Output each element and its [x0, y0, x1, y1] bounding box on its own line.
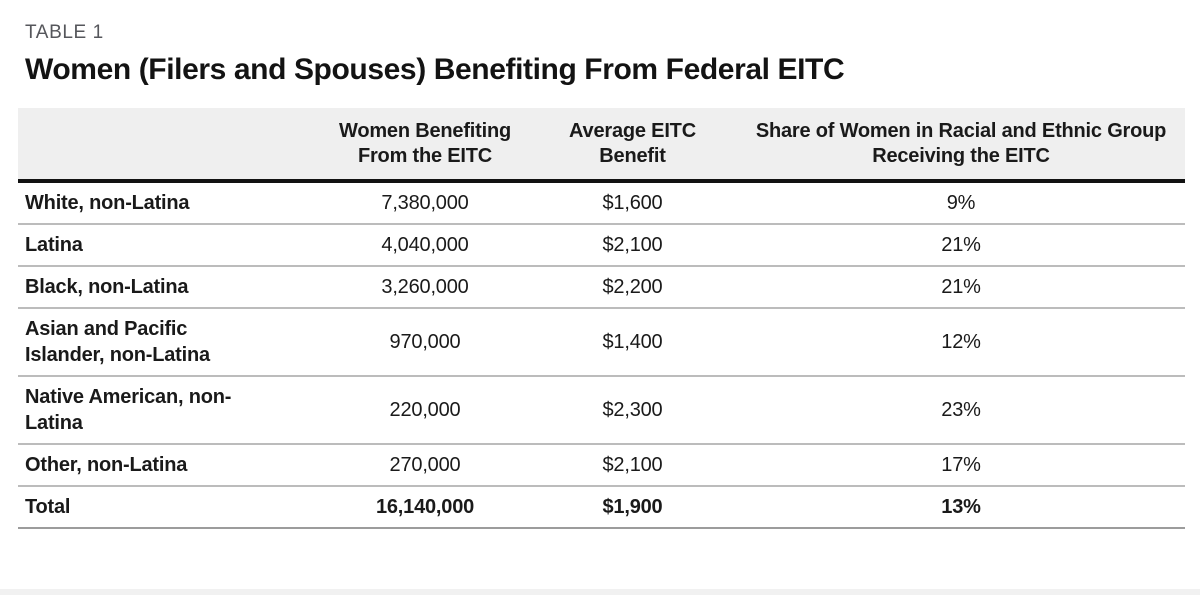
cell-share-receiving: 17% — [737, 444, 1185, 487]
table-row: Asian and Pacific Islander, non-Latina 9… — [18, 308, 1185, 377]
cell-women-benefiting: 3,260,000 — [322, 266, 528, 309]
page-container: TABLE 1 Women (Filers and Spouses) Benef… — [18, 22, 1185, 529]
cell-women-benefiting: 4,040,000 — [322, 224, 528, 267]
row-label: Asian and Pacific Islander, non-Latina — [18, 308, 322, 377]
next-section-divider — [0, 589, 1200, 595]
cell-average-benefit: $1,400 — [528, 308, 737, 377]
cell-women-benefiting: 7,380,000 — [322, 181, 528, 225]
cell-share-receiving: 12% — [737, 308, 1185, 377]
table-row: Other, non-Latina 270,000 $2,100 17% — [18, 444, 1185, 487]
cell-women-benefiting: 270,000 — [322, 444, 528, 487]
cell-share-receiving: 9% — [737, 181, 1185, 225]
table-header-row: Women Benefiting From the EITC Average E… — [18, 108, 1185, 183]
table-number-label: TABLE 1 — [25, 22, 104, 43]
cell-share-receiving: 23% — [737, 376, 1185, 445]
page-title: Women (Filers and Spouses) Benefiting Fr… — [25, 53, 845, 86]
column-header-women-benefiting: Women Benefiting From the EITC — [322, 108, 528, 183]
column-header-share-receiving: Share of Women in Racial and Ethnic Grou… — [737, 108, 1185, 183]
row-label: White, non-Latina — [18, 181, 322, 225]
row-label-total: Total — [18, 486, 322, 529]
table-total-row: Total 16,140,000 $1,900 13% — [18, 486, 1185, 529]
table-row: White, non-Latina 7,380,000 $1,600 9% — [18, 181, 1185, 225]
table-row: Native American, non- Latina 220,000 $2,… — [18, 376, 1185, 445]
row-label: Native American, non- Latina — [18, 376, 322, 445]
cell-average-benefit: $2,300 — [528, 376, 737, 445]
table-row: Latina 4,040,000 $2,100 21% — [18, 224, 1185, 267]
row-label: Black, non-Latina — [18, 266, 322, 309]
column-header-average-benefit: Average EITC Benefit — [528, 108, 737, 183]
cell-total-average-benefit: $1,900 — [528, 486, 737, 529]
cell-average-benefit: $2,100 — [528, 444, 737, 487]
cell-total-share-receiving: 13% — [737, 486, 1185, 529]
cell-average-benefit: $1,600 — [528, 181, 737, 225]
cell-share-receiving: 21% — [737, 224, 1185, 267]
column-header-group — [18, 108, 322, 183]
cell-average-benefit: $2,100 — [528, 224, 737, 267]
table-row: Black, non-Latina 3,260,000 $2,200 21% — [18, 266, 1185, 309]
row-label: Latina — [18, 224, 322, 267]
cell-women-benefiting: 970,000 — [322, 308, 528, 377]
row-label: Other, non-Latina — [18, 444, 322, 487]
eitc-data-table: Women Benefiting From the EITC Average E… — [18, 108, 1185, 529]
cell-women-benefiting: 220,000 — [322, 376, 528, 445]
cell-share-receiving: 21% — [737, 266, 1185, 309]
cell-average-benefit: $2,200 — [528, 266, 737, 309]
cell-total-women-benefiting: 16,140,000 — [322, 486, 528, 529]
